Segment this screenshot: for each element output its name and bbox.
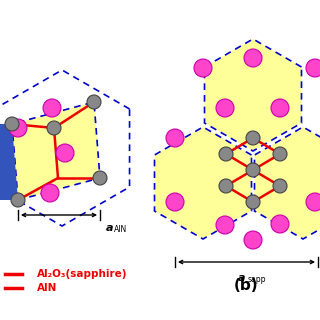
Circle shape [306, 59, 320, 77]
Circle shape [273, 147, 287, 161]
Circle shape [271, 215, 289, 233]
Polygon shape [155, 127, 252, 239]
Circle shape [216, 216, 234, 234]
Circle shape [194, 59, 212, 77]
Circle shape [166, 129, 184, 147]
Text: Al₂O₃(sapphire): Al₂O₃(sapphire) [37, 269, 127, 279]
Polygon shape [0, 124, 18, 200]
Circle shape [56, 144, 74, 162]
Circle shape [5, 117, 19, 131]
Text: sapp: sapp [248, 276, 267, 284]
Polygon shape [12, 102, 100, 200]
Circle shape [9, 119, 27, 137]
Circle shape [166, 193, 184, 211]
Text: AlN: AlN [37, 283, 57, 293]
Circle shape [87, 95, 101, 109]
Text: (b): (b) [234, 278, 258, 293]
Circle shape [219, 179, 233, 193]
Circle shape [93, 171, 107, 185]
Text: AlN: AlN [114, 226, 127, 235]
Circle shape [246, 163, 260, 177]
Circle shape [47, 121, 61, 135]
Circle shape [244, 231, 262, 249]
Circle shape [41, 184, 59, 202]
Circle shape [246, 131, 260, 145]
Text: $\bfit{a}$: $\bfit{a}$ [237, 273, 246, 283]
Polygon shape [204, 39, 301, 151]
Circle shape [246, 195, 260, 209]
Circle shape [306, 193, 320, 211]
Circle shape [43, 99, 61, 117]
Text: $\bfit{a}$: $\bfit{a}$ [105, 223, 114, 233]
Circle shape [216, 99, 234, 117]
Circle shape [219, 147, 233, 161]
Circle shape [273, 179, 287, 193]
Circle shape [271, 99, 289, 117]
Circle shape [244, 49, 262, 67]
Polygon shape [254, 127, 320, 239]
Circle shape [11, 193, 25, 207]
